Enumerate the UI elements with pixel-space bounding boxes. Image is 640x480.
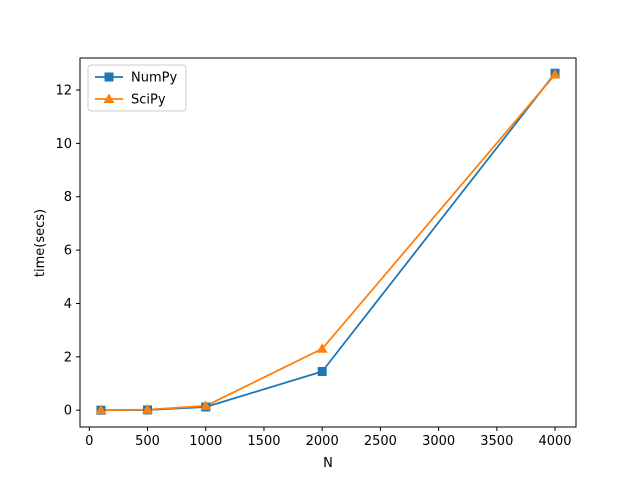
numpy-legend-label: NumPy (131, 71, 177, 86)
numpy-data-point (317, 367, 327, 377)
x-axis-label: N (323, 456, 333, 471)
legend-entries: NumPy SciPy (95, 71, 177, 108)
x-tick-label: 3500 (480, 434, 513, 449)
plot-markers-group (95, 68, 561, 415)
y-axis-ticks: 0 2 4 6 8 10 12 (55, 84, 80, 419)
scipy-data-point (316, 343, 328, 353)
x-tick-label: 1500 (247, 434, 280, 449)
plot-frame (79, 57, 577, 428)
x-tick-label: 4000 (538, 434, 571, 449)
scipy-data-point (95, 404, 107, 415)
numpy-legend-marker (104, 72, 114, 82)
scipy-data-point (142, 404, 153, 414)
legend: NumPy SciPy (87, 64, 187, 112)
x-tick-label: 500 (135, 434, 160, 449)
scipy-data-point (200, 400, 212, 410)
x-axis-ticks: 0 500 1000 1500 2000 2500 3000 3500 4000 (85, 427, 572, 449)
x-tick-label: 0 (85, 434, 93, 449)
y-tick-label: 12 (55, 84, 72, 99)
x-tick-label: 3000 (422, 434, 455, 449)
y-tick-label: 10 (55, 137, 72, 152)
y-tick-label: 6 (64, 244, 72, 259)
scipy-legend-label: SciPy (131, 93, 166, 108)
x-tick-label: 2500 (364, 434, 397, 449)
y-tick-label: 4 (64, 297, 72, 312)
y-tick-label: 2 (64, 350, 72, 365)
scipy-legend-marker (103, 93, 115, 103)
x-tick-label: 2000 (306, 434, 339, 449)
y-tick-label: 0 (64, 404, 72, 419)
y-tick-label: 8 (64, 190, 72, 205)
y-axis-label: time(secs) (33, 209, 48, 277)
x-tick-label: 1000 (189, 434, 222, 449)
scipy-data-point (549, 68, 561, 79)
